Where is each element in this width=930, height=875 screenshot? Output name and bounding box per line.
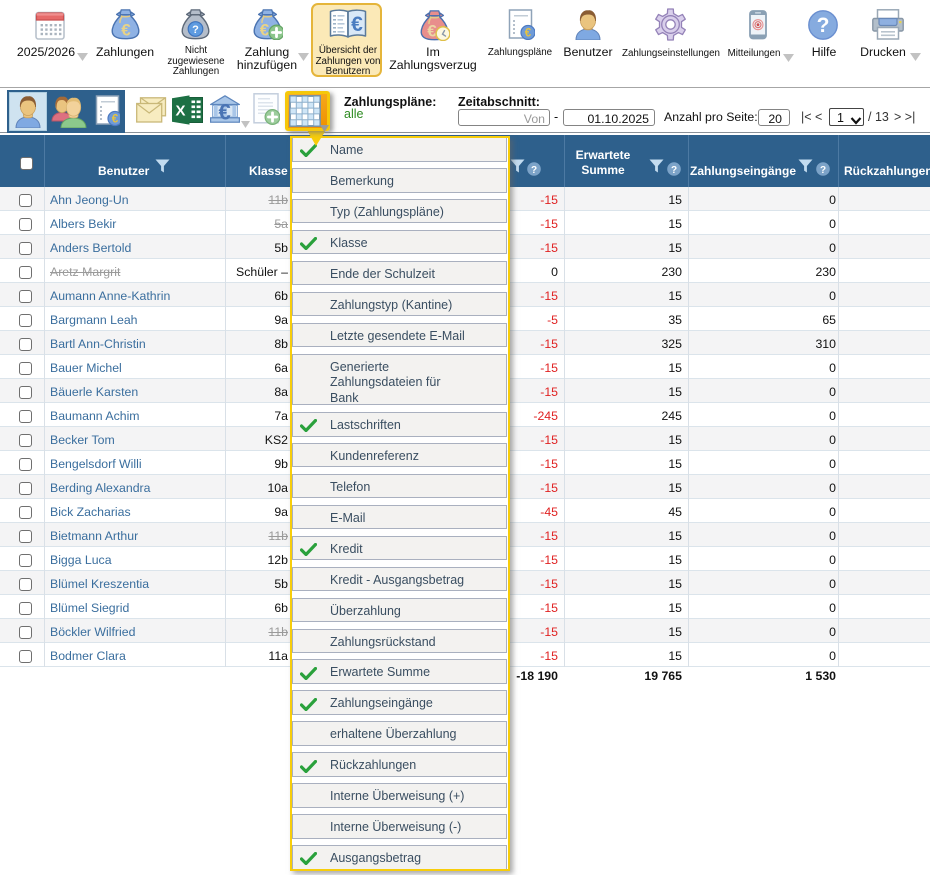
svg-text:€: € — [260, 21, 270, 40]
svg-text:X: X — [175, 103, 185, 120]
svg-text:?: ? — [820, 164, 826, 175]
svg-text:€: € — [218, 100, 230, 124]
svg-text:?: ? — [817, 14, 830, 37]
svg-text:€: € — [112, 114, 119, 126]
svg-text:?: ? — [530, 164, 536, 175]
svg-text:?: ? — [671, 164, 677, 175]
svg-text:€: € — [427, 22, 437, 41]
svg-text:?: ? — [192, 24, 199, 36]
svg-text:€: € — [121, 21, 131, 40]
svg-text:€: € — [525, 28, 532, 40]
svg-text:€: € — [351, 13, 363, 36]
